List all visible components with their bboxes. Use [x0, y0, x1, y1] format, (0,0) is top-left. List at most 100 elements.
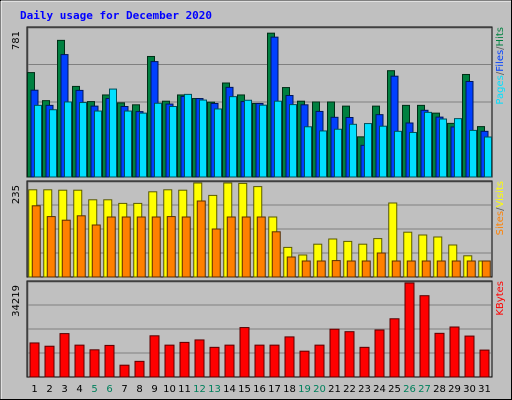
bar-pages-day-7: [124, 110, 132, 178]
bar-sites-day-7: [121, 216, 131, 278]
bar-kbytes-day-17: [269, 344, 280, 378]
bar-kbytes-day-7: [119, 364, 130, 378]
bar-kbytes-day-6: [104, 344, 115, 378]
bar-sites-day-3: [61, 219, 71, 278]
bar-kbytes-day-10: [164, 344, 175, 378]
bar-kbytes-day-28: [434, 332, 445, 378]
x-tick-label-day-11: 11: [178, 384, 191, 395]
y-max-label-sites-visits: 235: [11, 185, 22, 204]
bar-kbytes-day-3: [59, 333, 70, 378]
bar-sites-day-9: [151, 216, 161, 278]
bar-sites-day-24: [376, 252, 386, 278]
legend-entry-slash: /: [495, 71, 506, 75]
legend-sites-visits: Sites/Visits: [495, 181, 506, 235]
legend-entry-pages: Pages: [495, 75, 506, 104]
bar-kbytes-day-4: [74, 344, 85, 378]
bar-sites-day-22: [346, 260, 356, 278]
x-tick-label-day-28: 28: [433, 384, 446, 395]
bar-kbytes-day-27: [419, 295, 430, 378]
legend-hits-files-pages: Pages/Files/Hits: [495, 27, 506, 105]
bar-sites-day-21: [331, 260, 341, 278]
legend-entry-slash: /: [495, 46, 506, 50]
bar-pages-day-16: [259, 104, 267, 178]
bar-kbytes-day-22: [344, 331, 355, 378]
x-tick-label-day-24: 24: [373, 384, 386, 395]
bar-pages-day-3: [64, 101, 72, 178]
bar-kbytes-day-24: [374, 329, 385, 378]
bar-pages-day-2: [49, 109, 57, 178]
bar-kbytes-day-26: [404, 282, 415, 378]
x-tick-label-day-21: 21: [328, 384, 341, 395]
bar-pages-day-28: [439, 118, 447, 178]
bar-kbytes-day-20: [314, 344, 325, 378]
bar-pages-day-11: [184, 93, 192, 178]
bar-sites-day-30: [466, 260, 476, 278]
bar-kbytes-day-11: [179, 341, 190, 378]
bar-sites-day-11: [181, 216, 191, 278]
x-tick-label-day-9: 9: [151, 384, 157, 395]
bar-kbytes-day-12: [194, 339, 205, 378]
bar-sites-day-15: [241, 216, 251, 278]
bar-pages-day-13: [214, 108, 222, 178]
x-tick-label-day-4: 4: [76, 384, 82, 395]
bar-pages-day-30: [469, 129, 477, 178]
bar-sites-day-10: [166, 216, 176, 278]
bar-sites-day-25: [391, 260, 401, 278]
x-tick-label-day-3: 3: [61, 384, 67, 395]
bar-pages-day-17: [274, 100, 282, 178]
y-max-label-kbytes: 34219: [11, 285, 22, 317]
bar-sites-day-28: [436, 260, 446, 278]
bar-kbytes-day-13: [209, 346, 220, 378]
x-tick-label-day-19: 19: [298, 384, 311, 395]
bar-kbytes-day-29: [449, 326, 460, 378]
x-tick-label-day-10: 10: [163, 384, 176, 395]
bar-sites-day-13: [211, 228, 221, 278]
x-tick-label-day-27: 27: [418, 384, 431, 395]
bar-kbytes-day-30: [464, 335, 475, 378]
bar-sites-day-29: [451, 260, 461, 278]
bar-pages-day-5: [94, 110, 102, 178]
y-max-label-hits-files-pages: 781: [11, 31, 22, 50]
bar-pages-day-6: [109, 88, 117, 178]
bar-pages-day-25: [394, 130, 402, 178]
bar-kbytes-day-2: [44, 345, 55, 378]
bar-kbytes-day-25: [389, 318, 400, 378]
bar-kbytes-day-15: [239, 327, 250, 378]
chart-title: Daily usage for December 2020: [20, 9, 212, 22]
bar-kbytes-day-16: [254, 344, 265, 378]
bar-kbytes-day-31: [479, 349, 490, 378]
x-tick-label-day-22: 22: [343, 384, 356, 395]
bar-pages-day-21: [334, 128, 342, 178]
bar-sites-day-20: [316, 260, 326, 278]
bar-pages-day-31: [484, 136, 492, 178]
bar-kbytes-day-18: [284, 336, 295, 378]
x-tick-label-day-2: 2: [46, 384, 52, 395]
bar-pages-day-24: [379, 125, 387, 178]
bar-sites-day-17: [271, 231, 281, 278]
bar-sites-day-26: [406, 260, 416, 278]
legend-entry-hits: Hits: [495, 27, 506, 46]
legend-entry-slash: /: [495, 207, 506, 211]
bar-pages-day-14: [229, 96, 237, 178]
bar-sites-day-27: [421, 260, 431, 278]
bar-pages-day-8: [139, 112, 147, 178]
bar-sites-day-8: [136, 216, 146, 278]
bar-pages-day-22: [349, 123, 357, 178]
x-tick-label-day-13: 13: [208, 384, 221, 395]
bar-sites-day-2: [46, 216, 56, 278]
bar-kbytes-day-8: [134, 360, 145, 378]
x-tick-label-day-8: 8: [136, 384, 142, 395]
bar-pages-day-29: [454, 118, 462, 178]
bar-pages-day-23: [364, 123, 372, 178]
bar-kbytes-day-9: [149, 335, 160, 378]
x-tick-label-day-6: 6: [106, 384, 112, 395]
bar-kbytes-day-19: [299, 350, 310, 378]
x-tick-label-day-16: 16: [253, 384, 266, 395]
bar-sites-day-19: [301, 260, 311, 278]
bar-sites-day-16: [256, 216, 266, 278]
bar-kbytes-day-14: [224, 344, 235, 378]
x-tick-label-day-1: 1: [31, 384, 37, 395]
legend-entry-kbytes: KBytes: [495, 281, 506, 316]
